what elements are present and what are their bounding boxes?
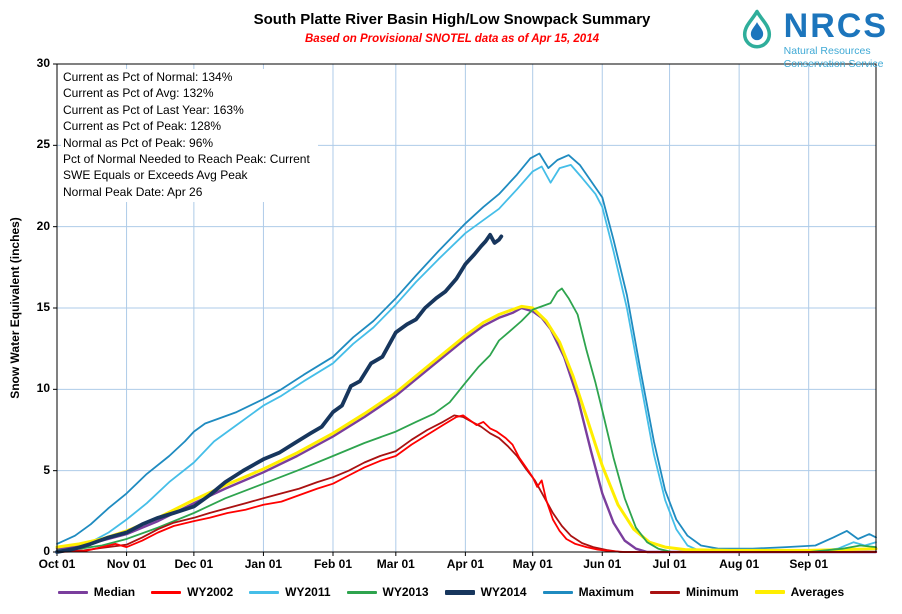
x-tick-label: Apr 01 [446,557,485,571]
x-tick-label: Jun 01 [583,557,622,571]
y-tick-label: 5 [43,462,50,477]
x-tick-label: Nov 01 [106,557,147,571]
annotation-line: Current as Pct of Peak: 128% [63,119,222,134]
legend-item-WY2011: WY2011 [249,585,331,599]
x-tick-label: Mar 01 [376,557,415,571]
legend-swatch-Averages [754,590,785,594]
chart-subtitle: Based on Provisional SNOTEL data as of A… [305,33,599,45]
series-line-WY2011 [56,164,877,553]
y-tick-label: 30 [36,56,50,70]
legend-swatch-WY2014 [444,589,475,595]
annotation-line: SWE Equals or Exceeds Avg Peak [63,168,248,183]
legend-label: WY2011 [285,585,331,599]
stats-annotation-box: Current as Pct of Normal: 134% Current a… [61,69,318,203]
y-tick-label: 0 [43,544,50,558]
series-line-Averages [55,304,878,552]
annotation-line: Normal Peak Date: Apr 26 [63,184,203,199]
y-tick-label: 25 [36,137,50,152]
legend-label: Median [93,585,136,599]
legend-swatch-WY2002 [151,590,182,594]
nrcs-logo-text: NRCS Natural Resources Conservation Serv… [784,8,888,71]
series-line-Minimum [56,414,877,553]
y-tick-label: 20 [36,218,50,233]
chart-title: South Platte River Basin High/Low Snowpa… [253,11,651,28]
plot-area [53,63,878,556]
annotation-line: Current as Pct of Normal: 134% [63,70,233,84]
legend-swatch-Maximum [542,590,573,594]
y-tick-label: 10 [36,381,50,396]
annotation-line: Normal as Pct of Peak: 96% [63,135,214,150]
x-tick-label: May 01 [512,557,553,571]
water-drop-icon [742,9,771,49]
nrcs-acronym: NRCS [783,7,888,45]
legend-swatch-Minimum [649,590,680,594]
nrcs-logo: NRCS Natural Resources Conservation Serv… [735,8,888,71]
annotation-line: Current as Pct of Avg: 132% [63,86,214,101]
annotation-line: Current as Pct of Last Year: 163% [63,102,244,117]
legend-item-WY2014: WY2014 [444,585,527,599]
legend-label: WY2013 [382,585,429,599]
x-tick-label: Oct 01 [38,557,76,571]
series-line-WY2002 [56,414,877,553]
legend-item-Median: Median [57,585,136,599]
legend-label: Averages [790,585,845,599]
x-tick-label: Feb 01 [313,557,352,571]
series-line-Median [55,306,878,554]
legend-label: WY2002 [187,585,234,599]
legend-swatch-Median [57,590,88,594]
x-tick-label: Sep 01 [789,557,829,571]
x-tick-label: Dec 01 [174,557,214,571]
plot-border [56,63,877,553]
nrcs-org-line1: Natural Resources [783,45,871,57]
legend-swatch-WY2011 [249,590,280,594]
legend-item-WY2002: WY2002 [151,585,233,599]
series-line-WY2013 [56,287,877,553]
nrcs-org-line2: Conservation Service [783,58,884,70]
x-tick-label: Jul 01 [652,557,687,571]
legend-label: Minimum [685,585,739,599]
annotation-line: Pct of Normal Needed to Reach Peak: Curr… [63,152,310,167]
legend-item-Maximum: Maximum [542,585,634,599]
legend-swatch-WY2013 [346,590,377,594]
x-tick-label: Aug 01 [719,557,760,571]
legend-label: WY2014 [480,585,527,599]
legend-label: Maximum [578,585,634,599]
series-line-WY2014 [55,232,504,554]
legend-item-Averages: Averages [754,585,845,599]
legend: Median WY2002 WY2011 WY2013 WY2014 Maximum Min… [0,585,902,599]
legend-item-Minimum: Minimum [649,585,739,599]
y-tick-label: 15 [36,300,50,314]
x-tick-label: Jan 01 [244,557,283,571]
series-line-Maximum [56,152,877,550]
legend-item-WY2013: WY2013 [346,585,429,599]
